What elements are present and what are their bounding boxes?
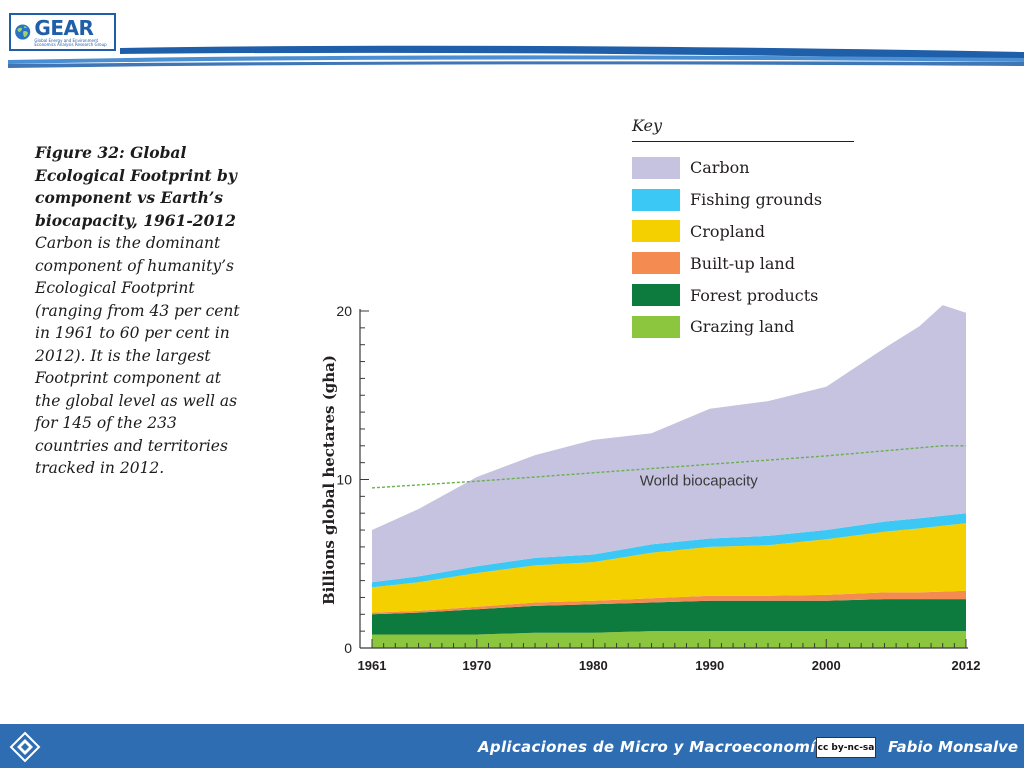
gear-logo: GEAR Global Energy and Environment Econo… — [9, 13, 116, 51]
legend-label: Cropland — [690, 221, 765, 241]
course-title: Aplicaciones de Micro y Macroeconomía — [478, 738, 826, 756]
legend-swatch — [632, 156, 680, 179]
legend-item: Grazing land — [632, 311, 854, 343]
legend-swatch — [632, 284, 680, 307]
y-tick-label: 0 — [344, 640, 352, 656]
area-fishing-grounds — [372, 513, 966, 588]
legend-items: Carbon Fishing grounds Cropland Built-up la… — [632, 152, 854, 343]
y-tick-label: 20 — [336, 303, 352, 319]
legend-item: Carbon — [632, 152, 854, 184]
logo-subtitle: Global Energy and Environment Economics … — [34, 37, 107, 47]
globe-icon — [15, 24, 31, 40]
area-carbon — [372, 305, 966, 583]
legend-item: Fishing grounds — [632, 184, 854, 216]
university-emblem-icon — [9, 731, 41, 763]
x-tick-label: 1970 — [462, 658, 491, 673]
chart-legend: Key Carbon Fishing grounds Cropland Built-u… — [632, 116, 854, 343]
author-name: Fabio Monsalve — [888, 738, 1019, 756]
footer-bar: Aplicaciones de Micro y Macroeconomía cc… — [0, 724, 1024, 768]
biocapacity-line — [371, 445, 966, 489]
cc-license-badge[interactable]: cc by-nc-sa — [816, 737, 876, 758]
legend-swatch — [632, 252, 680, 275]
logo-wordmark: GEAR — [34, 15, 94, 40]
area-cropland — [372, 523, 966, 613]
caption-title: Figure 32: Global Ecological Footprint b… — [35, 143, 237, 230]
figure-caption: Figure 32: Global Ecological Footprint b… — [35, 142, 250, 480]
area-built-up-land — [372, 590, 966, 615]
x-tick-label: 1980 — [579, 658, 608, 673]
y-tick-label: 10 — [336, 472, 352, 488]
legend-item: Built-up land — [632, 247, 854, 279]
biocapacity-label: World biocapacity — [640, 472, 759, 489]
y-axis-label: Billions global hectares (gha) — [320, 355, 338, 605]
legend-item: Forest products — [632, 279, 854, 311]
cc-license-label: cc by-nc-sa — [817, 742, 875, 753]
legend-swatch — [632, 188, 680, 211]
legend-swatch — [632, 315, 680, 338]
legend-label: Forest products — [690, 285, 819, 305]
x-tick-label: 2000 — [812, 658, 841, 673]
legend-label: Grazing land — [690, 317, 795, 337]
caption-body: Carbon is the dominant component of huma… — [35, 234, 240, 477]
area-forest-products — [372, 599, 966, 635]
legend-label: Carbon — [690, 158, 750, 178]
area-grazing-land — [372, 631, 966, 648]
legend-item: Cropland — [632, 216, 854, 248]
x-tick-label: 2012 — [952, 658, 981, 673]
legend-heading: Key — [632, 116, 854, 142]
legend-label: Fishing grounds — [690, 190, 823, 210]
legend-label: Built-up land — [690, 253, 795, 273]
x-tick-label: 1961 — [358, 658, 387, 673]
x-tick-label: 1990 — [695, 658, 724, 673]
header-stripes — [8, 45, 1024, 68]
legend-swatch — [632, 220, 680, 243]
